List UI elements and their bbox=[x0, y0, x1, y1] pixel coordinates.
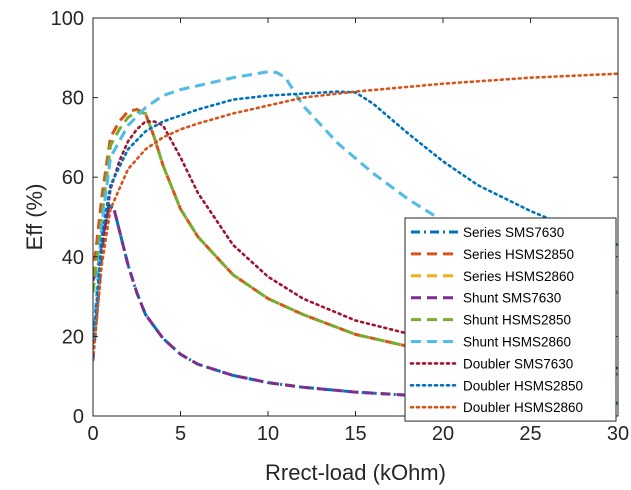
x-tick-label: 15 bbox=[344, 423, 366, 445]
y-tick-label: 0 bbox=[73, 406, 84, 428]
legend-label: Shunt SMS7630 bbox=[463, 291, 561, 306]
legend-label: Series SMS7630 bbox=[463, 225, 564, 240]
y-tick-label: 80 bbox=[62, 88, 84, 110]
series-line-5 bbox=[93, 109, 618, 376]
x-tick-label: 20 bbox=[432, 423, 454, 445]
y-tick-label: 60 bbox=[62, 167, 84, 189]
legend-label: Doubler HSMS2850 bbox=[463, 378, 583, 393]
legend: Series SMS7630 Series HSMS2850 Series HSMS… bbox=[404, 217, 617, 422]
legend-label: Shunt HSMS2850 bbox=[463, 313, 571, 328]
series-line-9 bbox=[93, 72, 618, 362]
legend-label: Doubler HSMS2860 bbox=[463, 400, 583, 415]
x-tick-label: 0 bbox=[87, 423, 98, 445]
legend-label: Series HSMS2860 bbox=[463, 269, 574, 284]
axes-layer: 0 5 10 15 20 25 30 0 20 40 60 80 100 bbox=[51, 8, 630, 445]
legend-label: Series HSMS2850 bbox=[463, 247, 574, 262]
x-axis-label: Rrect-load (kOhm) bbox=[265, 460, 446, 485]
y-axis-label: Eff (%) bbox=[22, 184, 47, 251]
legend-label: Doubler SMS7630 bbox=[463, 356, 573, 371]
x-tick-label: 5 bbox=[175, 423, 186, 445]
series-line-2 bbox=[93, 107, 618, 376]
legend-box bbox=[404, 217, 617, 422]
x-tick-label: 25 bbox=[519, 423, 541, 445]
y-tick-label: 20 bbox=[62, 326, 84, 348]
series-line-7 bbox=[93, 120, 618, 370]
x-tick-label: 30 bbox=[607, 423, 629, 445]
series-layer bbox=[93, 70, 618, 405]
x-tick-label: 10 bbox=[257, 423, 279, 445]
y-tick-label: 40 bbox=[62, 247, 84, 269]
legend-label: Shunt HSMS2860 bbox=[463, 335, 571, 350]
y-tick-label: 100 bbox=[51, 8, 84, 30]
series-line-6 bbox=[93, 70, 618, 345]
